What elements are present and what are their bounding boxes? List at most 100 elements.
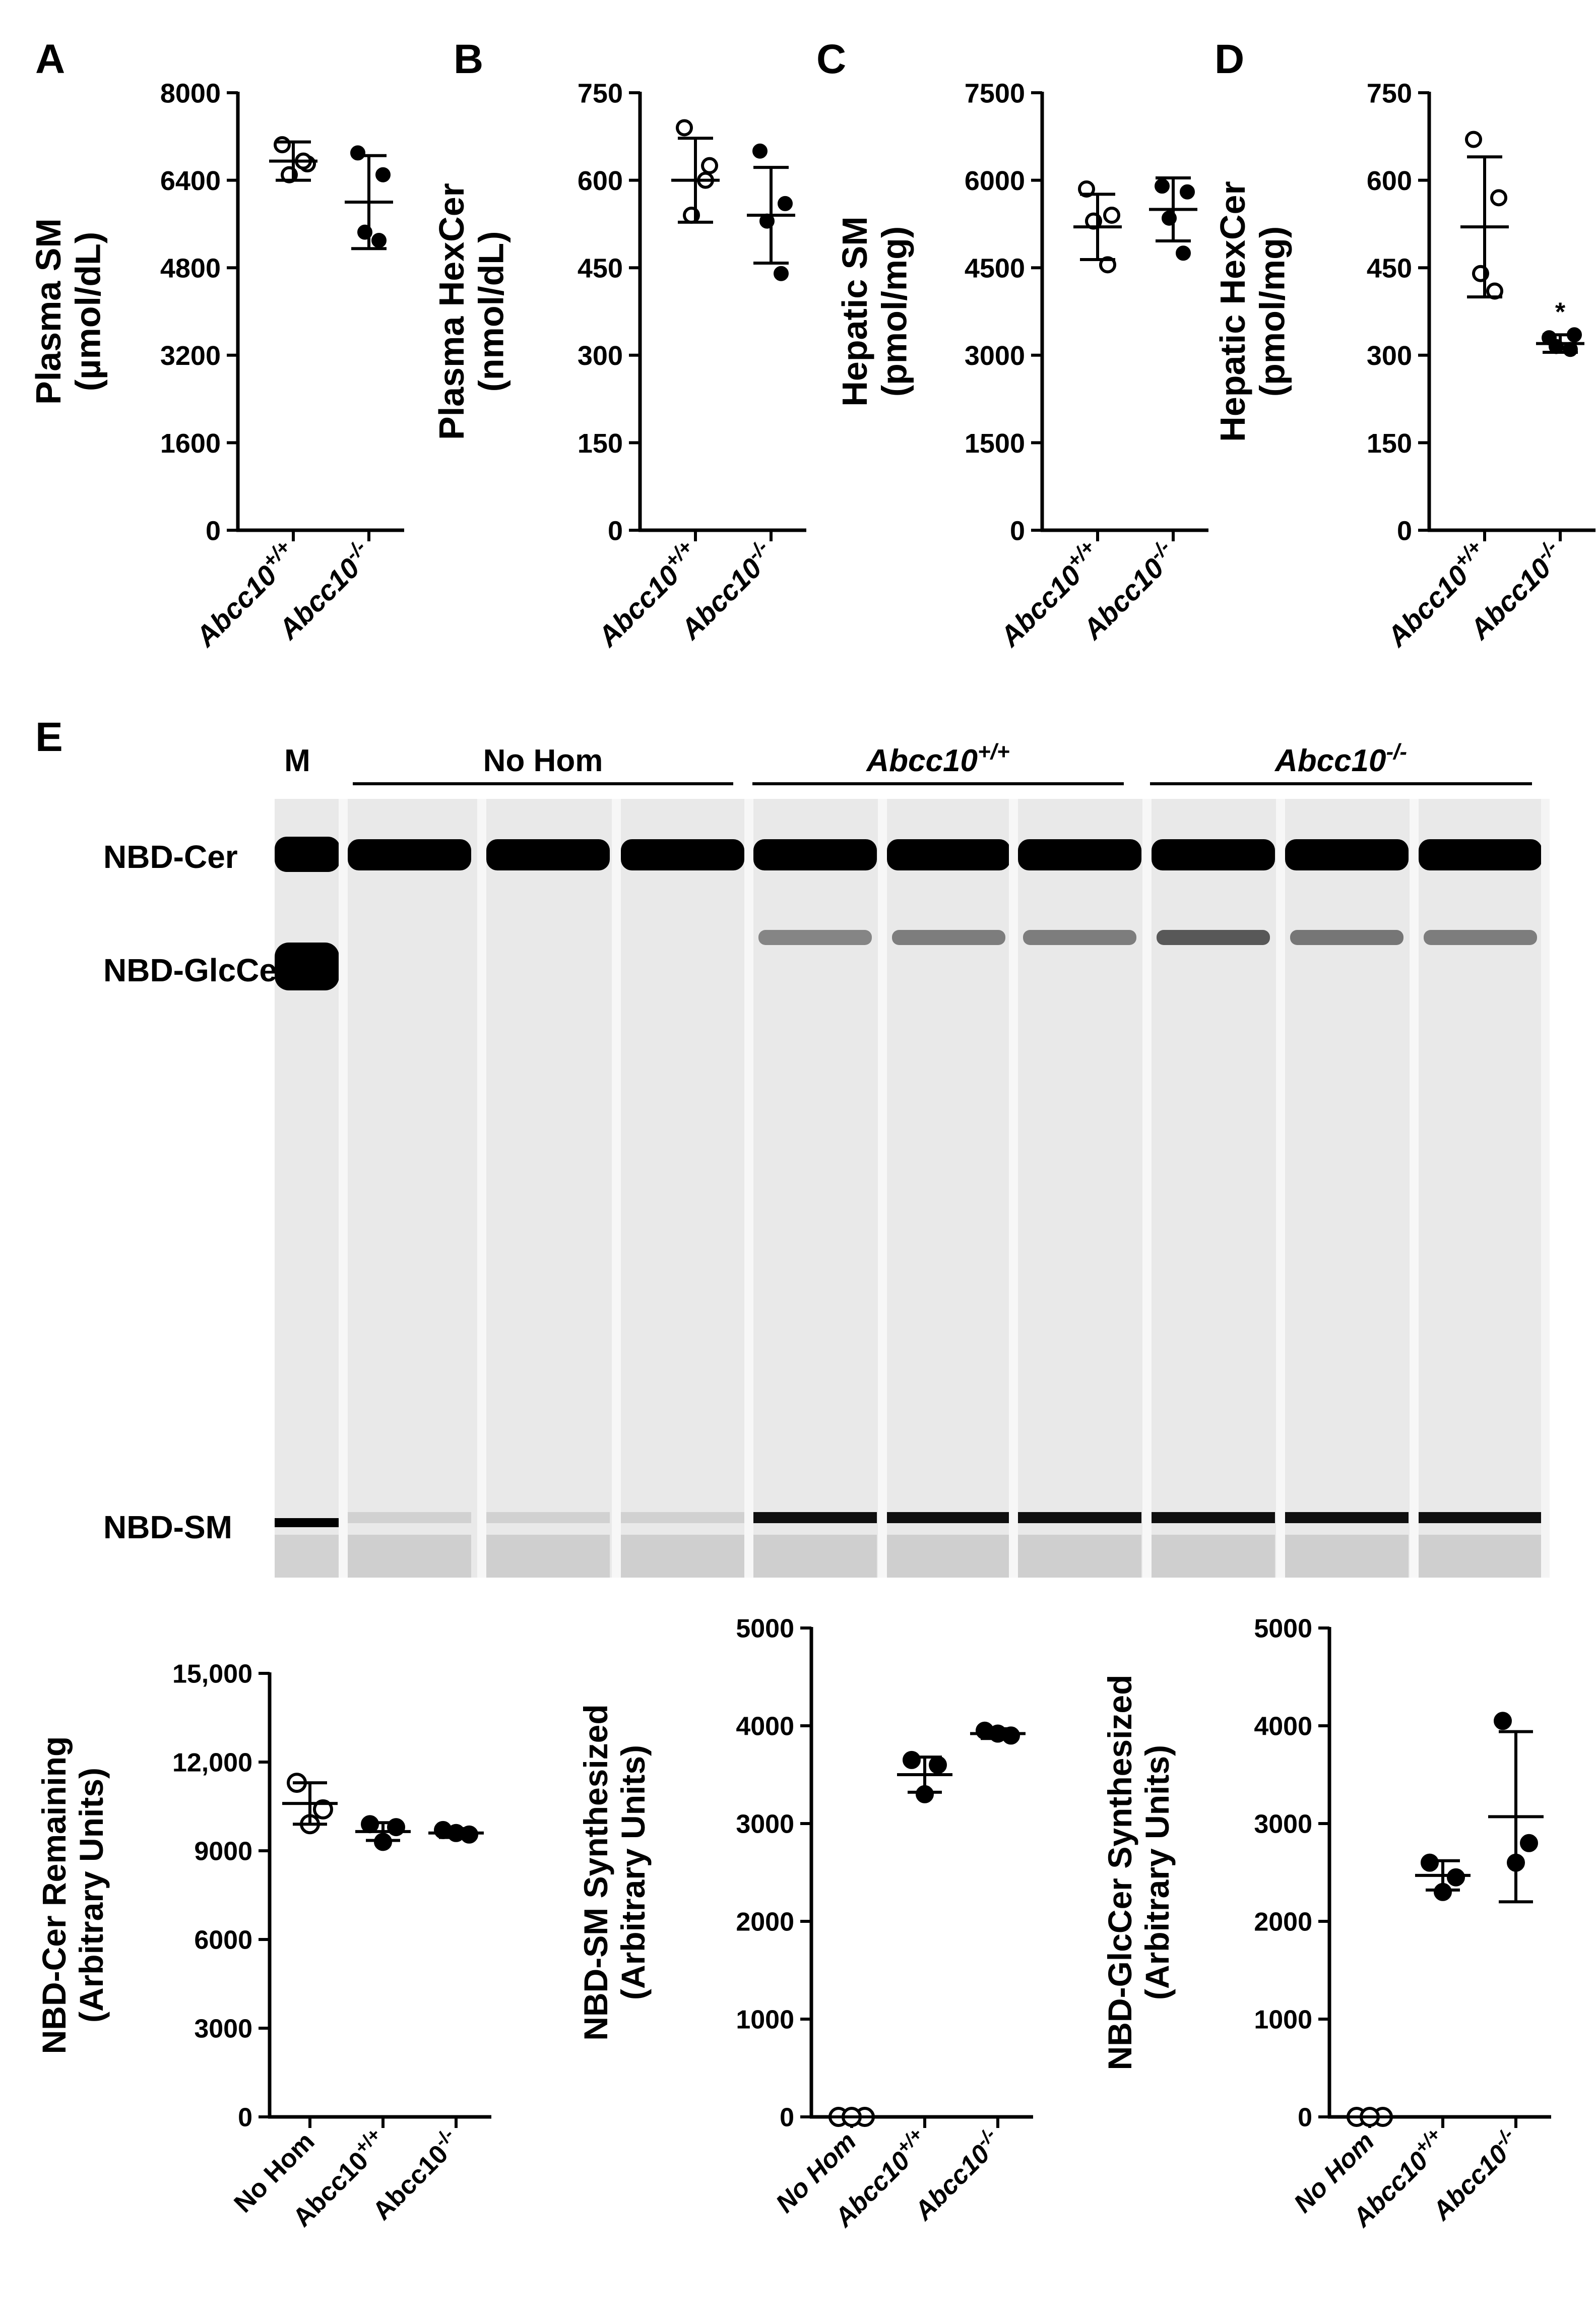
top-chart-data-point <box>1099 256 1116 274</box>
gel-band-nbd-sm <box>1152 1512 1275 1523</box>
bottom-chart-y-tick-label: 9000 <box>194 1837 252 1866</box>
gel-loading-strip <box>1285 1535 1409 1578</box>
gel-lane-gap <box>744 799 753 1578</box>
gel-loading-strip <box>1018 1535 1141 1578</box>
top-chart-y-tick-label: 8000 <box>160 78 221 108</box>
gel-lane <box>612 799 744 1578</box>
top-chart-data-point <box>701 157 718 174</box>
top-chart-data-point <box>1465 131 1482 148</box>
gel-group-label-main: Abcc10 <box>865 743 978 778</box>
gel-group-label-main: Abcc10 <box>1274 743 1386 778</box>
bottom-chart-data-point <box>929 1756 947 1774</box>
top-chart-data-point <box>1176 245 1191 261</box>
panel-letter: A <box>35 36 65 82</box>
gel-band-nbd-glccer <box>275 943 339 990</box>
gel-lane <box>1142 799 1275 1578</box>
top-chart-y-tick-label: 0 <box>608 516 623 546</box>
bottom-chart-y-tick-label: 1000 <box>736 2006 794 2035</box>
gel-group-label-sup: -/- <box>1386 739 1408 764</box>
gel-loading-strip <box>348 1535 471 1578</box>
top-chart-data-point <box>778 196 793 211</box>
top-chart-y-tick-label: 600 <box>1367 166 1412 196</box>
gel-lane-gap <box>1276 799 1285 1578</box>
bottom-chart-y-tick-label: 0 <box>238 2103 252 2133</box>
bottom-chart-y-axis-title: NBD-SM Synthesized (Arbitrary Units) <box>577 1704 652 2040</box>
gel-loading-strip <box>621 1535 744 1578</box>
gel-band-nbd-cer <box>1285 839 1409 870</box>
gel-lane <box>1276 799 1409 1578</box>
bottom-chart-y-axis-title-line: NBD-Cer Remaining <box>35 1736 73 2054</box>
top-chart-y-tick-label: 750 <box>578 78 623 108</box>
gel-loading-strip <box>1419 1535 1542 1578</box>
gel-band-nbd-glccer <box>1290 930 1403 945</box>
gel-lane <box>1009 799 1141 1578</box>
top-chart-y-tick-label: 6400 <box>160 166 221 196</box>
gel-band-nbd-glccer <box>1424 930 1537 945</box>
top-chart-y-axis-title: Plasma HexCer (nmol/dL) <box>432 183 510 440</box>
gel-lane <box>878 799 1010 1578</box>
gel-band-nbd-glccer <box>758 930 872 945</box>
top-chart-data-point <box>1155 178 1170 194</box>
bottom-chart-y-tick-label: 2000 <box>1254 1908 1312 1937</box>
gel-group-label-main: No Hom <box>483 743 603 778</box>
top-chart-y-tick-label: 3000 <box>965 341 1025 371</box>
gel-loading-strip <box>275 1535 340 1578</box>
top-chart-data-point <box>350 145 365 161</box>
top-chart-y-tick-label: 4800 <box>160 254 221 284</box>
gel-band-nbd-cer <box>348 839 471 870</box>
panel-letter: E <box>35 714 63 760</box>
top-chart-y-axis-title-line: Plasma HexCer <box>432 183 471 440</box>
top-chart-data-point <box>1490 189 1507 207</box>
gel-band-nbd-glccer <box>1023 930 1136 945</box>
gel-band-nbd-sm <box>348 1512 471 1523</box>
bottom-chart-data-point <box>903 1750 921 1769</box>
gel-band-nbd-sm <box>486 1512 610 1523</box>
bottom-chart-data-point <box>1520 1834 1538 1852</box>
gel-lane <box>1410 799 1542 1578</box>
gel-band-nbd-sm <box>1419 1512 1542 1523</box>
gel-band-nbd-cer <box>1018 839 1141 870</box>
top-chart-y-axis-title: Plasma SM (µmol/dL) <box>29 218 107 405</box>
gel-band-nbd-glccer <box>892 930 1005 945</box>
top-chart-y-axis-title: Hepatic SM (pmol/mg) <box>835 216 914 406</box>
gel-band-nbd-sm <box>275 1518 340 1527</box>
gel-band-label: NBD-SM <box>103 1509 232 1545</box>
top-chart-y-axis-title-line: Plasma SM <box>29 218 68 405</box>
top-chart-y-tick-label: 0 <box>1397 516 1412 546</box>
gel-image <box>275 799 1550 1578</box>
top-chart-y-tick-label: 0 <box>1010 516 1025 546</box>
gel-loading-strip <box>753 1535 877 1578</box>
top-chart-data-point <box>676 119 693 137</box>
bottom-chart-data-point <box>1494 1712 1512 1730</box>
top-chart-y-tick-label: 6000 <box>965 166 1025 196</box>
gel-band-nbd-cer <box>1152 839 1275 870</box>
top-chart-y-axis-title-line: (pmol/mg) <box>1252 226 1292 397</box>
gel-band-nbd-sm <box>1018 1512 1141 1523</box>
top-chart-data-point <box>274 136 291 154</box>
top-chart-y-tick-label: 300 <box>1367 341 1412 371</box>
top-chart-y-axis-title-line: (nmol/dL) <box>471 231 510 392</box>
bottom-chart-data-point <box>1421 1853 1439 1872</box>
bottom-chart-y-tick-label: 3000 <box>1254 1810 1312 1839</box>
top-chart-data-point <box>1078 180 1095 198</box>
gel-band-nbd-cer <box>486 839 610 870</box>
bottom-chart-y-tick-label: 6000 <box>194 1926 252 1955</box>
gel-band-nbd-sm <box>753 1512 877 1523</box>
gel-band-nbd-cer <box>887 839 1010 870</box>
top-chart-data-point <box>1180 184 1195 200</box>
gel-lane-marker <box>275 837 340 1578</box>
top-chart-y-tick-label: 750 <box>1367 78 1412 108</box>
top-chart-y-axis-title-line: (pmol/mg) <box>874 226 914 397</box>
gel-band-nbd-cer <box>753 839 877 870</box>
gel-group-label-sup: +/+ <box>978 739 1010 764</box>
gel-loading-strip <box>887 1535 1010 1578</box>
top-chart-data-point <box>375 167 391 182</box>
top-chart-y-axis-title: Hepatic HexCer (pmol/mg) <box>1213 181 1292 442</box>
gel-panel: EM No Hom Abcc10+/+ Abcc10-/-NBD-CerNBD-Glc… <box>35 714 1550 1578</box>
bottom-chart-y-tick-label: 5000 <box>1254 1614 1312 1644</box>
gel-lane <box>339 799 471 1578</box>
top-chart-y-tick-label: 4500 <box>965 254 1025 284</box>
gel-band-label: NBD-GlcCer <box>103 952 290 988</box>
top-chart-y-axis-title-line: Hepatic SM <box>835 216 874 406</box>
panel-letter: C <box>816 36 846 82</box>
